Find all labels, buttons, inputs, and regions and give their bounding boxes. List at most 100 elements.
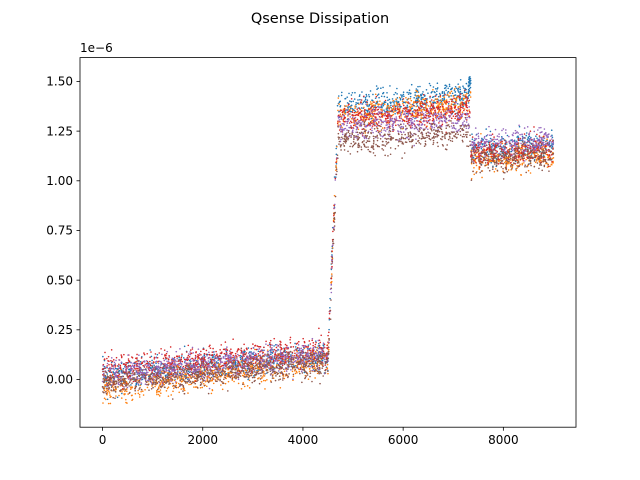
data-point (386, 96, 389, 99)
data-point (335, 160, 338, 162)
data-point (464, 97, 466, 100)
data-point (420, 114, 422, 117)
data-point (469, 91, 472, 93)
data-point (502, 170, 504, 172)
data-point (459, 90, 462, 93)
data-point (297, 349, 300, 352)
data-point (523, 133, 526, 135)
data-point (222, 348, 225, 351)
data-point (477, 132, 480, 135)
data-point (335, 147, 338, 150)
data-point (494, 148, 496, 150)
data-point (453, 89, 456, 91)
data-point (170, 359, 173, 361)
data-point (398, 96, 401, 99)
data-point (502, 138, 505, 140)
data-point (434, 91, 436, 94)
data-point (348, 122, 351, 124)
data-point (326, 367, 329, 370)
data-point (226, 358, 228, 360)
data-point (224, 357, 227, 360)
data-point (103, 365, 106, 368)
data-point (254, 348, 256, 351)
data-point (343, 115, 345, 117)
data-point (461, 101, 464, 104)
data-point (343, 117, 345, 120)
data-point (245, 352, 248, 354)
data-point (516, 136, 518, 138)
data-point (378, 96, 380, 99)
data-point (382, 104, 385, 107)
data-point (507, 162, 509, 165)
data-point (450, 105, 452, 108)
data-point (340, 94, 343, 97)
data-point (460, 101, 462, 103)
data-point (468, 87, 471, 90)
data-point (305, 366, 307, 369)
data-point (420, 100, 423, 103)
data-point (501, 162, 503, 165)
data-point (438, 99, 440, 102)
data-point (128, 360, 131, 363)
data-point (470, 155, 472, 157)
data-point (443, 92, 446, 95)
data-point (183, 389, 186, 392)
data-point (126, 386, 129, 389)
data-point (391, 117, 394, 120)
data-point (267, 344, 269, 347)
data-point (434, 87, 437, 90)
data-point (273, 345, 275, 347)
data-point (253, 351, 255, 354)
data-point (498, 152, 501, 155)
data-point (478, 154, 480, 157)
data-point (377, 87, 379, 89)
data-point (527, 136, 530, 139)
data-point (204, 370, 207, 373)
data-point (139, 360, 142, 363)
data-point (137, 392, 140, 395)
data-point (364, 96, 367, 99)
data-point (450, 100, 453, 103)
data-point (397, 119, 400, 122)
data-point (414, 117, 416, 120)
data-point (289, 336, 292, 339)
data-point (212, 382, 215, 385)
data-point (163, 377, 166, 380)
data-point (110, 363, 113, 366)
data-point (359, 116, 362, 119)
data-point (198, 353, 201, 355)
data-point (371, 111, 373, 113)
data-point (418, 106, 420, 109)
data-point (115, 356, 118, 359)
data-point (101, 368, 104, 371)
data-point (371, 102, 373, 105)
data-point (423, 99, 426, 102)
data-point (488, 140, 490, 142)
data-point (380, 103, 382, 106)
data-point (232, 338, 234, 340)
data-point (485, 157, 488, 159)
data-point (406, 104, 409, 107)
data-point (401, 95, 403, 98)
data-point (522, 159, 525, 162)
data-point (220, 344, 223, 346)
data-point (549, 165, 551, 167)
data-point (517, 155, 520, 158)
data-point (383, 109, 385, 111)
data-point (187, 376, 190, 379)
data-point (151, 359, 153, 362)
data-point (243, 343, 245, 346)
data-point (337, 95, 340, 97)
data-point (468, 84, 471, 87)
data-point (405, 96, 407, 99)
data-point (218, 357, 220, 360)
data-point (357, 99, 359, 101)
data-point (520, 139, 522, 142)
data-point (427, 105, 430, 107)
data-point (531, 139, 534, 141)
data-point (254, 362, 257, 364)
data-point (462, 107, 464, 109)
data-point (271, 351, 273, 354)
data-point (501, 146, 504, 149)
data-point (307, 348, 310, 350)
